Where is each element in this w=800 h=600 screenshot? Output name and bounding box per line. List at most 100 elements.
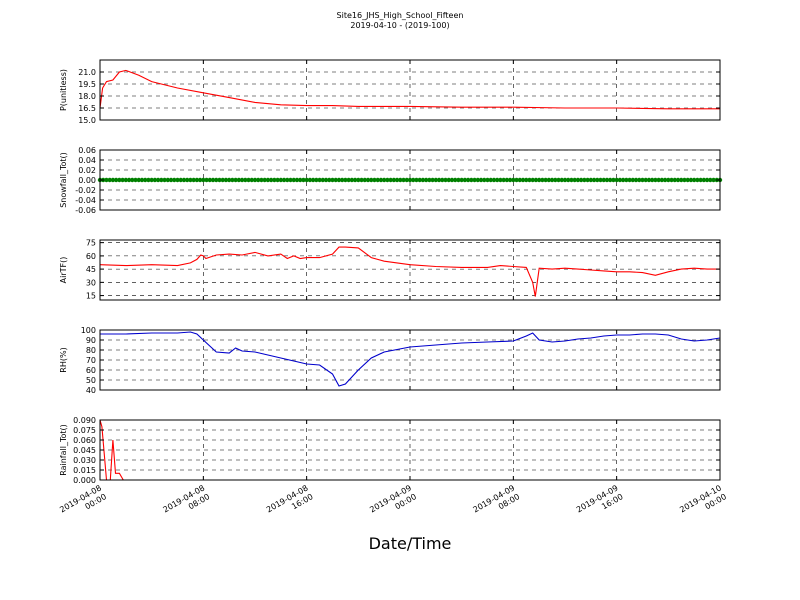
series-marker <box>675 177 681 183</box>
y-tick-label: 70 <box>86 356 96 365</box>
series-marker <box>268 177 274 183</box>
series-marker <box>501 177 506 183</box>
y-tick-label: 0.030 <box>73 456 96 465</box>
series-marker <box>453 177 458 183</box>
series-marker <box>498 177 503 183</box>
series-marker <box>133 177 138 183</box>
series-marker <box>139 177 145 183</box>
y-tick-label: 0.045 <box>73 446 96 455</box>
y-tick-label: 15 <box>86 292 96 301</box>
y-axis-label: RH(%) <box>59 347 68 372</box>
series-marker <box>252 177 258 183</box>
y-tick-label: 0.04 <box>78 156 96 165</box>
series-marker <box>556 177 561 183</box>
series-line-3 <box>100 331 721 387</box>
series-marker <box>256 177 261 183</box>
series-marker <box>449 177 455 183</box>
series-marker <box>162 177 167 183</box>
series-marker <box>527 177 532 183</box>
series-marker <box>346 177 351 183</box>
series-marker <box>220 177 225 183</box>
series-marker <box>152 177 158 183</box>
series-marker <box>691 177 697 183</box>
series-marker <box>420 177 426 183</box>
series-marker <box>598 177 603 183</box>
series-marker <box>685 177 690 183</box>
series-marker <box>317 177 322 183</box>
series-marker <box>320 177 326 183</box>
series-marker <box>314 177 319 183</box>
series-marker <box>172 177 177 183</box>
series-marker <box>349 177 355 183</box>
series-marker <box>110 177 116 183</box>
series-marker <box>126 177 132 183</box>
series-marker <box>630 177 636 183</box>
series-marker <box>210 177 216 183</box>
series-line-0 <box>99 69 720 110</box>
series-marker <box>330 177 335 183</box>
series-marker <box>375 177 380 183</box>
series-marker <box>666 177 671 183</box>
y-tick-label: 0.02 <box>78 166 96 175</box>
series-marker <box>107 177 112 183</box>
series-marker <box>591 177 597 183</box>
series-marker <box>543 177 548 183</box>
series-marker <box>588 177 594 183</box>
series-marker <box>113 177 119 183</box>
series-marker <box>223 177 229 183</box>
series-marker <box>575 177 581 183</box>
series-marker <box>482 177 487 183</box>
series-marker <box>155 177 161 183</box>
series-marker <box>708 177 713 183</box>
series-marker <box>372 177 377 183</box>
series-marker <box>553 177 558 183</box>
series-marker <box>288 177 293 183</box>
series-marker <box>436 177 442 183</box>
series-marker <box>307 177 313 183</box>
y-tick-label: 90 <box>86 336 96 345</box>
series-marker <box>310 177 316 183</box>
y-tick-label: -0.04 <box>75 196 96 205</box>
series-marker <box>259 177 264 183</box>
series-marker <box>168 177 174 183</box>
series-marker <box>711 177 716 183</box>
series-marker <box>159 177 164 183</box>
series-marker <box>698 177 703 183</box>
y-tick-label: 0.00 <box>78 176 96 185</box>
series-marker <box>520 177 526 183</box>
y-tick-label: -0.06 <box>75 206 96 215</box>
series-marker <box>291 177 296 183</box>
series-marker <box>427 177 432 183</box>
series-marker <box>178 177 183 183</box>
series-marker <box>507 177 513 183</box>
series-marker <box>491 177 497 183</box>
series-marker <box>456 177 461 183</box>
y-tick-label: 0.075 <box>73 426 96 435</box>
y-tick-label: 60 <box>86 252 96 261</box>
series-marker <box>146 177 151 183</box>
series-marker <box>343 177 348 183</box>
x-tick-label: 2019-04-0800:00 <box>58 483 108 523</box>
y-tick-label: 50 <box>86 376 96 385</box>
series-marker <box>191 177 196 183</box>
y-axis-label: P(unitless) <box>59 69 68 111</box>
series-marker <box>546 177 552 183</box>
series-marker <box>298 177 303 183</box>
series-marker <box>540 177 545 183</box>
series-marker <box>214 177 219 183</box>
series-marker <box>233 177 238 183</box>
series-marker <box>327 177 332 183</box>
series-marker <box>275 177 280 183</box>
series-marker <box>123 177 129 183</box>
x-tick-label: 2019-04-0916:00 <box>575 483 625 523</box>
series-marker <box>633 177 639 183</box>
y-tick-label: 0.060 <box>73 436 96 445</box>
series-marker <box>391 177 397 183</box>
y-tick-label: 19.5 <box>78 80 96 89</box>
series-marker <box>646 177 652 183</box>
series-marker <box>201 177 206 183</box>
series-marker <box>411 177 416 183</box>
series-marker <box>562 177 568 183</box>
series-marker <box>536 177 542 183</box>
